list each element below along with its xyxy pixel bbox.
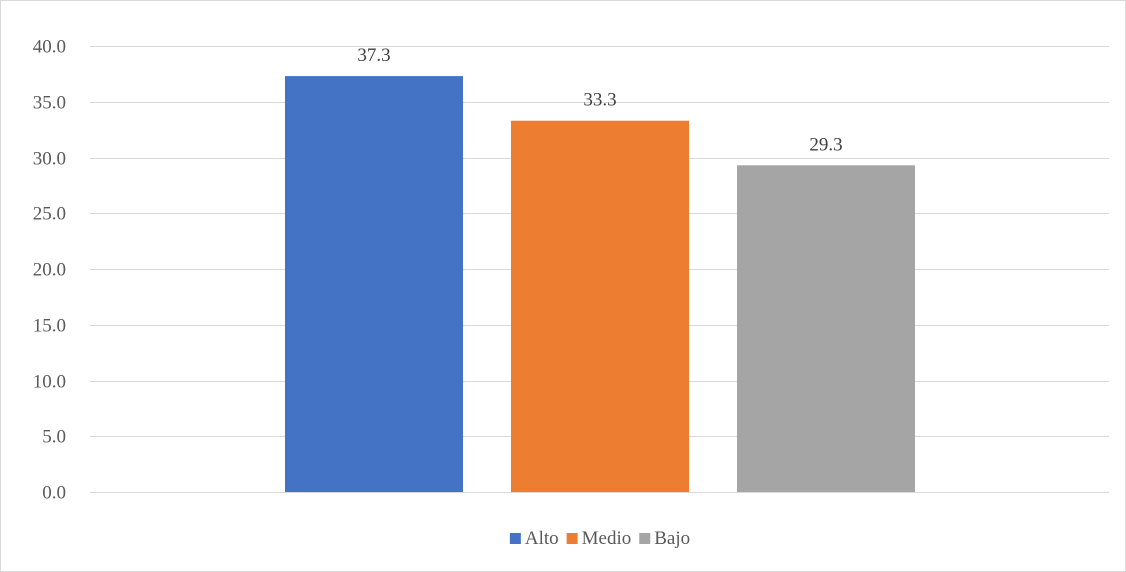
legend-label-alto: Alto <box>525 528 559 549</box>
data-label-bajo: 29.3 <box>809 134 842 155</box>
legend-label-medio: Medio <box>582 528 632 549</box>
y-tick-label: 35.0 <box>33 93 66 114</box>
y-tick-label: 20.0 <box>33 260 66 281</box>
legend-swatch-bajo <box>639 533 651 544</box>
bar-bajo <box>737 165 915 492</box>
y-axis-ticks: 0.0 5.0 10.0 15.0 20.0 25.0 30.0 35.0 40.0 <box>33 37 66 504</box>
legend-label-bajo: Bajo <box>654 528 690 549</box>
y-tick-label: 40.0 <box>33 37 66 58</box>
y-tick-label: 10.0 <box>33 372 66 393</box>
legend-swatch-alto <box>509 533 521 544</box>
legend-swatch-medio <box>566 533 578 544</box>
data-label-medio: 33.3 <box>583 90 616 111</box>
y-tick-label: 0.0 <box>42 483 66 504</box>
y-tick-label: 30.0 <box>33 149 66 170</box>
bar-medio <box>511 120 689 492</box>
y-tick-label: 5.0 <box>42 427 66 448</box>
bar-alto <box>285 76 463 492</box>
bars <box>285 76 915 492</box>
y-tick-label: 25.0 <box>33 204 66 225</box>
legend: Alto Medio Bajo <box>509 528 690 549</box>
data-label-alto: 37.3 <box>357 45 390 66</box>
data-labels: 37.3 33.3 29.3 <box>357 45 842 155</box>
y-tick-label: 15.0 <box>33 316 66 337</box>
